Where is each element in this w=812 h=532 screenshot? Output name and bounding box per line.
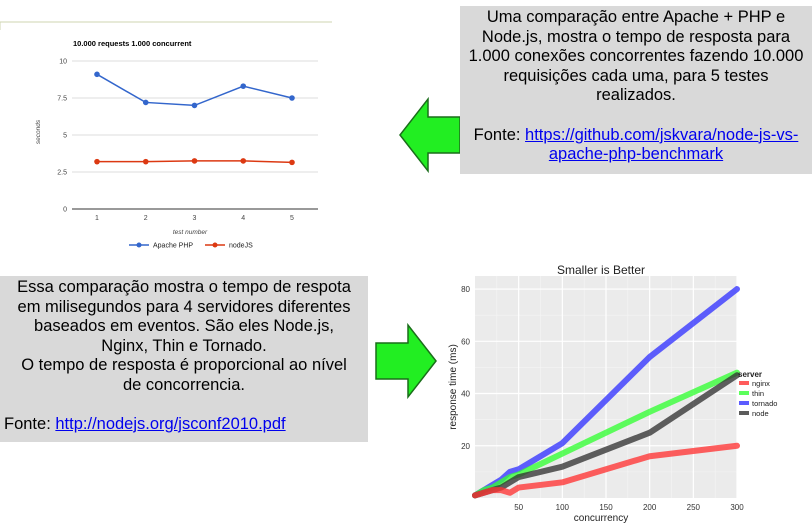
chart1-y-tick-label: 10 bbox=[59, 59, 67, 66]
top-description-paragraph: Uma comparação entre Apache + PHP e Node… bbox=[468, 8, 804, 104]
chart-frame bbox=[0, 21, 332, 30]
legend-label-node: nodeJS bbox=[229, 243, 253, 250]
chart1-data-point bbox=[240, 158, 247, 164]
apache-vs-node-chart: 10.000 requests 1.000 concurrent 0 2.5 5 7.… bbox=[0, 21, 332, 250]
chart1-y-tick-label: 2.5 bbox=[57, 170, 67, 177]
chart2-x-tick-label: 200 bbox=[643, 503, 657, 512]
bottom-description-box: Essa comparação mostra o tempo de respot… bbox=[0, 276, 368, 442]
legend-swatch-node-dot bbox=[212, 242, 218, 248]
chart1-y-axis-label: seconds bbox=[35, 119, 42, 144]
legend-swatch-node bbox=[739, 411, 749, 415]
chart2-title-bg bbox=[475, 261, 737, 276]
chart2-y-tick-label: 60 bbox=[461, 337, 470, 346]
chart1-x-axis-label: test number bbox=[173, 229, 208, 236]
chart2-x-tick-label: 300 bbox=[730, 503, 744, 512]
chart1-data-point bbox=[191, 102, 198, 109]
chart1-x-tick-label: 5 bbox=[290, 215, 294, 222]
response-time-chart: Smaller is Better 20 40 60 80 50 100 150 200 25… bbox=[448, 261, 777, 524]
bottom-source-link[interactable]: http://nodejs.org/jsconf2010.pdf bbox=[55, 415, 286, 433]
legend-label-tornado: tornado bbox=[752, 399, 777, 408]
chart1-data-point bbox=[94, 158, 100, 165]
legend-swatch-tornado bbox=[739, 401, 749, 405]
chart1-y-tick-label: 0 bbox=[63, 207, 67, 214]
chart2-y-tick-label: 40 bbox=[461, 390, 470, 399]
chart1-data-point bbox=[240, 83, 247, 89]
chart2-series bbox=[472, 286, 740, 499]
chart1-x-tick-label: 4 bbox=[241, 215, 245, 222]
legend-swatch-thin bbox=[739, 391, 749, 395]
chart1-series-line-0 bbox=[96, 73, 293, 107]
bottom-source-label: Fonte: bbox=[4, 415, 56, 433]
legend-label-nginx: nginx bbox=[752, 379, 770, 388]
chart1-title: 10.000 requests 1.000 concurrent bbox=[73, 39, 192, 48]
top-description-box: Uma comparação entre Apache + PHP e Node… bbox=[460, 6, 812, 174]
chart2-y-tick-labels: 20 40 60 80 bbox=[461, 285, 470, 451]
legend-title: server bbox=[738, 370, 762, 379]
chart1-y-tick-label: 7.5 bbox=[57, 96, 67, 103]
chart1-series bbox=[94, 71, 295, 166]
chart2-x-tick-label: 50 bbox=[514, 503, 523, 512]
chart1-y-tick-label: 5 bbox=[63, 133, 67, 140]
legend-label-apache: Apache PHP bbox=[153, 243, 193, 250]
chart2-y-tick-label: 80 bbox=[461, 285, 470, 294]
left-arrow-icon bbox=[399, 96, 461, 174]
chart1-data-point bbox=[94, 71, 100, 78]
chart2-y-axis-label: response time (ms) bbox=[448, 344, 459, 430]
chart2-title: Smaller is Better bbox=[557, 263, 645, 277]
legend-label-thin: thin bbox=[752, 389, 764, 398]
chart1-y-tick-labels: 0 2.5 5 7.5 10 bbox=[57, 59, 67, 214]
bottom-description-paragraph: Essa comparação mostra o tempo de respot… bbox=[0, 276, 368, 395]
chart1-x-tick-label: 1 bbox=[95, 215, 99, 222]
top-source-link[interactable]: https://github.com/jskvara/node-js-vs-ap… bbox=[525, 125, 799, 164]
top-source-label: Fonte: bbox=[473, 125, 526, 144]
bottom-line-5: O tempo de resposta é proporcional ao ní… bbox=[21, 356, 347, 374]
chart2-x-tick-label: 250 bbox=[687, 503, 701, 512]
chart1-data-point bbox=[289, 159, 295, 166]
bottom-source-line: Fonte: http://nodejs.org/jsconf2010.pdf bbox=[0, 415, 368, 435]
bottom-line-1: Essa comparação mostra o tempo de respot… bbox=[17, 278, 351, 296]
chart1-legend: Apache PHP nodeJS bbox=[129, 242, 253, 250]
bottom-line-6: de concorrencia. bbox=[123, 375, 245, 394]
chart1-data-point bbox=[191, 158, 198, 164]
chart1-data-point bbox=[142, 99, 149, 106]
bottom-line-3: baseados em eventos. São eles Node.js, bbox=[34, 317, 334, 335]
chart2-x-tick-label: 150 bbox=[599, 503, 613, 512]
bottom-line-2: em milisegundos para 4 servidores difere… bbox=[17, 297, 351, 316]
chart2-series-line-nginx bbox=[472, 442, 740, 499]
right-arrow-icon bbox=[375, 322, 437, 400]
bottom-line-4: Nginx, Thin e Tornado. bbox=[101, 336, 267, 355]
chart1-data-point bbox=[142, 158, 149, 165]
chart1-x-tick-labels: 1 2 3 4 5 bbox=[95, 215, 294, 222]
top-source-line: Fonte: https://github.com/jskvara/node-j… bbox=[460, 126, 812, 165]
chart2-y-tick-label: 20 bbox=[461, 442, 470, 451]
chart1-x-tick-label: 3 bbox=[193, 215, 197, 222]
chart1-data-point bbox=[289, 95, 295, 101]
chart2-x-tick-label: 100 bbox=[556, 503, 570, 512]
chart2-x-axis-label: concurrency bbox=[574, 513, 628, 524]
legend-swatch-apache-dot bbox=[136, 242, 142, 248]
legend-swatch-nginx bbox=[739, 381, 749, 385]
chart1-gridlines bbox=[72, 60, 318, 210]
chart2-x-tick-labels: 50 100 150 200 250 300 bbox=[514, 503, 744, 512]
chart1-x-tick-label: 2 bbox=[144, 215, 148, 222]
legend-label-node: node bbox=[752, 409, 769, 418]
